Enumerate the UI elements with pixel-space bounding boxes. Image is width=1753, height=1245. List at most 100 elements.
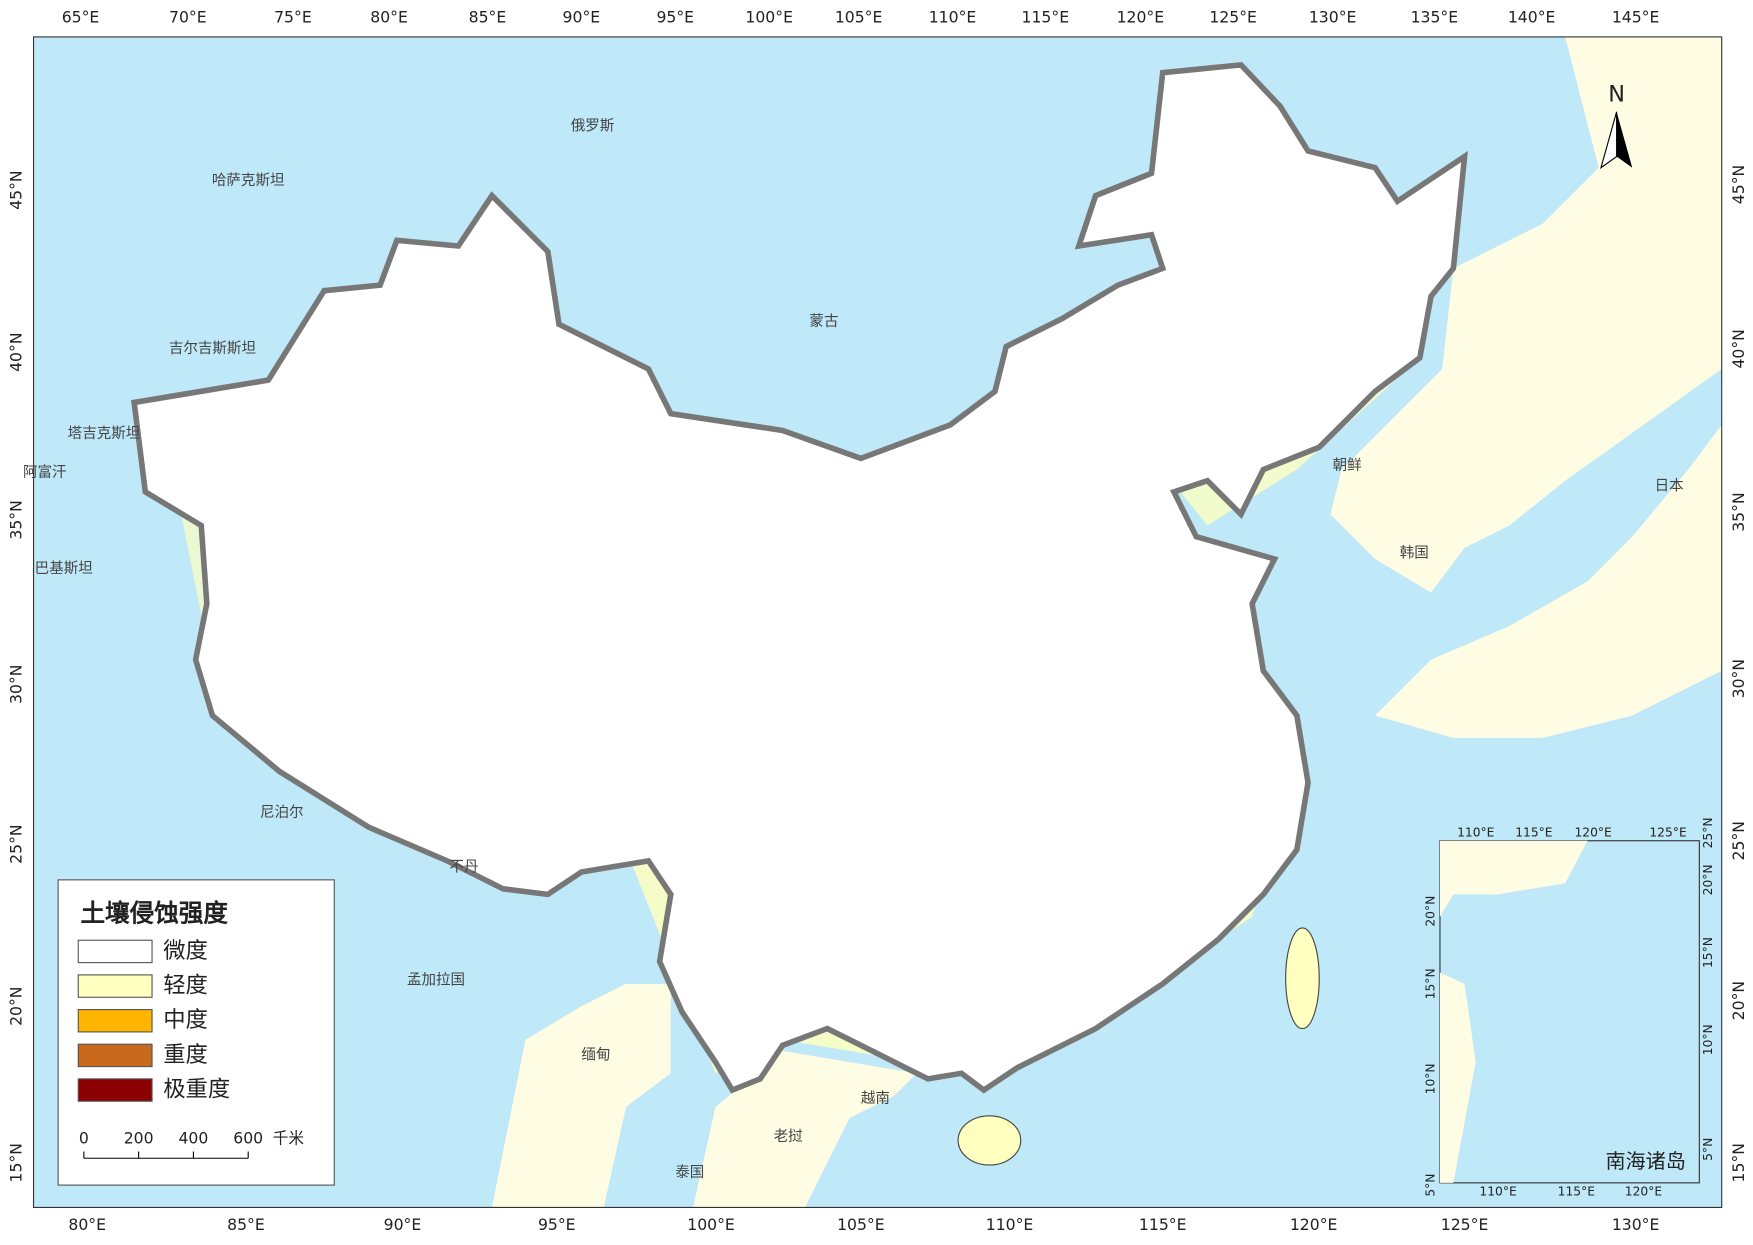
graticule-label: 40°N: [1729, 329, 1748, 368]
country-label: 俄罗斯: [571, 117, 615, 134]
graticule-label: 135°E: [1411, 7, 1459, 26]
graticule-label: 35°N: [1729, 492, 1748, 531]
scale-unit: 千米: [273, 1129, 305, 1148]
inset: [1439, 840, 1700, 1184]
graticule-label: 125°E: [1209, 7, 1257, 26]
graticule-label: 75°E: [274, 7, 312, 26]
graticule-label: 130°E: [1612, 1215, 1660, 1234]
graticule-label: 100°E: [687, 1215, 735, 1234]
graticule-label: 30°N: [1729, 659, 1748, 698]
graticule-label: 90°E: [384, 1215, 422, 1234]
inset-land: [1439, 972, 1476, 1183]
inset-graticule: 20°N: [1424, 896, 1438, 927]
graticule-label: 90°E: [563, 7, 601, 26]
country-label: 哈萨克斯坦: [212, 172, 285, 189]
inset-graticule: 115°E: [1558, 1184, 1595, 1198]
scale-label: 0: [79, 1129, 89, 1148]
graticule-label: 80°E: [370, 7, 408, 26]
legend-label: 中度: [163, 1007, 208, 1033]
graticule-label: 140°E: [1508, 7, 1556, 26]
inset-graticule: 10°N: [1701, 1024, 1715, 1055]
country-label: 老挝: [774, 1128, 804, 1145]
inset-graticule: 125°E: [1649, 825, 1686, 839]
inset-graticule: 5°N: [1424, 1174, 1438, 1197]
graticule-label: 35°N: [6, 500, 25, 539]
legend-label: 微度: [163, 938, 208, 964]
graticule-label: 105°E: [837, 1215, 885, 1234]
graticule-label: 95°E: [538, 1215, 576, 1234]
legend-label: 重度: [163, 1042, 208, 1068]
graticule-label: 15°N: [1729, 1143, 1748, 1182]
graticule-label: 15°N: [6, 1143, 25, 1182]
north-arrow: [1599, 111, 1633, 170]
graticule-label: 125°E: [1441, 1215, 1489, 1234]
country-label: 塔吉克斯坦: [68, 425, 141, 442]
graticule-label: 20°N: [1729, 981, 1748, 1020]
hainan: [957, 1115, 1022, 1166]
graticule-label: 20°N: [6, 986, 25, 1025]
legend-swatch: [77, 939, 153, 964]
graticule-label: 120°E: [1117, 7, 1165, 26]
graticule-label: 115°E: [1139, 1215, 1187, 1234]
graticule-label: 30°N: [6, 665, 25, 704]
inset-land: [1439, 840, 1588, 917]
legend-swatch: [77, 1008, 153, 1033]
legend-label: 极重度: [163, 1077, 230, 1103]
graticule-label: 25°N: [1729, 821, 1748, 860]
graticule-label: 115°E: [1022, 7, 1070, 26]
country-label: 巴基斯坦: [35, 560, 93, 577]
country-label: 吉尔吉斯斯坦: [169, 340, 256, 357]
graticule-label: 40°N: [6, 332, 25, 371]
legend-title: 土壤侵蚀强度: [80, 899, 228, 928]
legend-swatch: [77, 1043, 153, 1068]
inset-graticule: 15°N: [1701, 937, 1715, 968]
country-label: 不丹: [449, 860, 478, 876]
scale-label: 600: [233, 1129, 263, 1148]
graticule-label: 45°N: [6, 170, 25, 209]
legend-swatch: [77, 1078, 153, 1102]
country-label: 孟加拉国: [407, 971, 465, 988]
country-label: 缅甸: [581, 1046, 610, 1063]
scale-label: 200: [124, 1129, 154, 1148]
inset-graticule: 110°E: [1479, 1184, 1516, 1198]
scale-label: 400: [178, 1129, 208, 1148]
map-frame: [32, 36, 1723, 1209]
inset-graticule: 120°E: [1574, 825, 1611, 839]
country-label: 朝鲜: [1333, 457, 1362, 474]
graticule-label: 110°E: [929, 7, 977, 26]
inset-title: 南海诸岛: [1605, 1149, 1685, 1173]
legend-label: 轻度: [163, 973, 208, 999]
country-label: 泰国: [675, 1164, 704, 1181]
taiwan: [1285, 927, 1320, 1030]
graticule-label: 70°E: [169, 7, 207, 26]
country-label: 越南: [861, 1090, 890, 1107]
inset-graticule: 115°E: [1515, 825, 1552, 839]
country-label: 尼泊尔: [260, 804, 304, 821]
graticule-label: 85°E: [227, 1215, 265, 1234]
inset-graticule: 10°N: [1424, 1063, 1438, 1094]
graticule-label: 120°E: [1290, 1215, 1338, 1234]
graticule-label: 130°E: [1309, 7, 1357, 26]
legend-swatch: [77, 974, 153, 998]
graticule-label: 80°E: [68, 1215, 106, 1234]
graticule-label: 110°E: [986, 1215, 1034, 1234]
graticule-label: 145°E: [1612, 7, 1660, 26]
inset-graticule: 15°N: [1424, 968, 1438, 999]
north-label: N: [1608, 82, 1625, 108]
graticule-label: 100°E: [745, 7, 793, 26]
country-label: 阿富汗: [23, 463, 67, 481]
graticule-label: 65°E: [62, 7, 100, 26]
country-label: 韩国: [1400, 544, 1429, 561]
graticule-label: 105°E: [835, 7, 883, 26]
inset-graticule: 120°E: [1625, 1184, 1662, 1198]
inset-graticule: 20°N: [1701, 864, 1715, 895]
graticule-label: 25°N: [6, 824, 25, 863]
country-label: 日本: [1655, 477, 1684, 494]
inset-graticule: 25°N: [1701, 817, 1715, 848]
inset-graticule: 5°N: [1701, 1138, 1715, 1161]
graticule-label: 95°E: [656, 7, 694, 26]
country-label: 蒙古: [809, 313, 838, 330]
inset-graticule: 110°E: [1457, 825, 1494, 839]
